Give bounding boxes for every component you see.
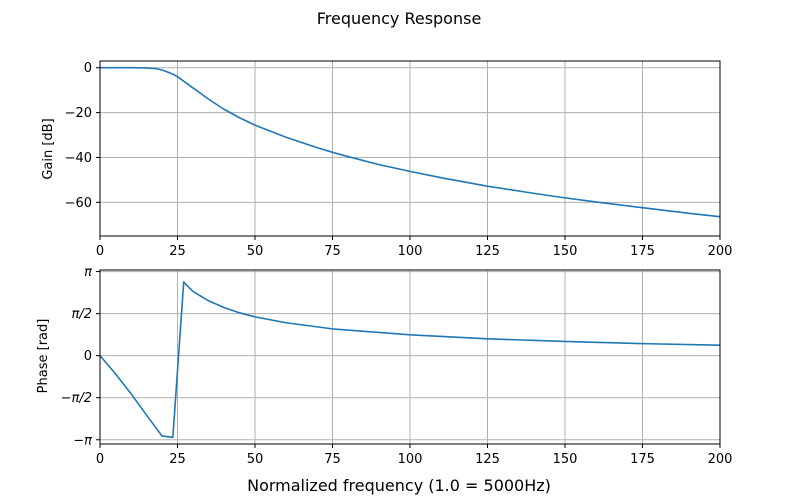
phase-ylabel: Phase [rad] <box>36 319 51 394</box>
phase-axes: 0 25 50 75 100 125 150 175 200 π π/2 0 −π/2 −π <box>61 265 733 467</box>
x-tick-label: 200 <box>708 244 733 259</box>
y-tick-label: −π <box>73 433 92 448</box>
x-tick-label: 75 <box>324 244 341 259</box>
y-tick-label: −π/2 <box>61 391 92 406</box>
gain-plot-series-line <box>100 66 721 218</box>
x-tick-label: 50 <box>247 244 264 259</box>
x-tick-label: 0 <box>96 244 104 259</box>
x-tick-label: 150 <box>553 452 578 467</box>
y-tick-label: 0 <box>84 349 92 364</box>
x-tick-label: 150 <box>553 244 578 259</box>
x-tick-label: 75 <box>324 452 341 467</box>
x-tick-label: 125 <box>475 452 500 467</box>
x-tick-label: 100 <box>398 452 423 467</box>
y-tick-label: 0 <box>84 61 92 76</box>
x-tick-label: 100 <box>398 244 423 259</box>
x-tick-label: 125 <box>475 244 500 259</box>
x-tick-label: 25 <box>169 452 186 467</box>
x-tick-label: 50 <box>247 452 264 467</box>
x-tick-label: 0 <box>96 452 104 467</box>
x-tick-label: 175 <box>630 452 655 467</box>
figure-xlabel: Normalized frequency (1.0 = 5000Hz) <box>247 476 551 495</box>
y-tick-label: π/2 <box>72 307 92 322</box>
x-tick-label: 200 <box>708 452 733 467</box>
y-tick-label: −20 <box>65 106 92 121</box>
figure-title: Frequency Response <box>317 9 482 28</box>
y-tick-label: −60 <box>65 196 92 211</box>
y-tick-label: −40 <box>65 151 92 166</box>
y-tick-label: π <box>84 265 92 280</box>
x-tick-label: 175 <box>630 244 655 259</box>
x-tick-label: 25 <box>169 244 186 259</box>
gain-ylabel: Gain [dB] <box>41 118 56 179</box>
gain-axes: 0 25 50 75 100 125 150 175 200 0 −20 −40 −60 <box>65 60 733 259</box>
phase-plot-series-line <box>99 281 721 439</box>
